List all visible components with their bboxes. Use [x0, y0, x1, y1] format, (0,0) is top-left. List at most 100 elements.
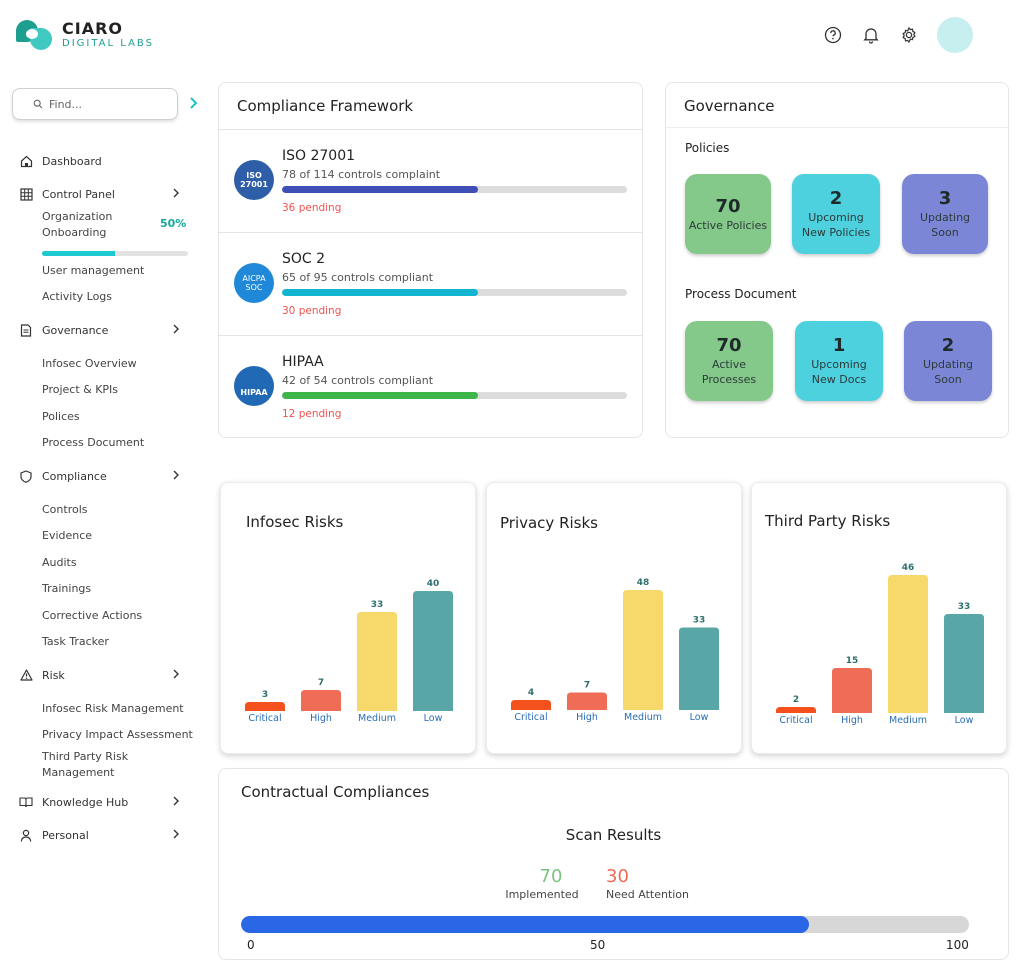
onboarding-progress[interactable]: Organization Onboarding 50%	[18, 207, 198, 257]
bar-critical[interactable]	[776, 707, 816, 713]
category-label: Medium	[889, 715, 927, 726]
search-field[interactable]: Find...	[12, 88, 178, 120]
framework-row-iso[interactable]: ISO 27001 ISO 27001 78 of 114 controls co…	[219, 129, 642, 232]
category-label: High	[576, 712, 598, 723]
implemented-stat: 70 Implemented	[501, 866, 583, 902]
avatar[interactable]	[937, 17, 973, 53]
chevron-right-icon[interactable]	[172, 667, 180, 681]
process-document-heading: Process Document	[685, 287, 797, 301]
framework-row-hipaa[interactable]: HIPAA HIPAA 42 of 54 controls compliant …	[219, 335, 642, 438]
sidebar-collapse-chevron-icon[interactable]	[188, 95, 200, 111]
sidebar-item-label: Dashboard	[42, 154, 102, 168]
chart-title: Third Party Risks	[765, 512, 891, 530]
chart-title: Privacy Risks	[500, 514, 598, 532]
tile-label: Active Processes	[701, 358, 757, 386]
tile-updating-docs[interactable]: 2 Updating Soon	[904, 321, 992, 401]
category-label: High	[841, 715, 863, 726]
bar-medium[interactable]	[357, 612, 397, 711]
bell-icon[interactable]	[862, 24, 880, 46]
chevron-right-icon[interactable]	[172, 794, 180, 808]
bar-value-label: 46	[902, 563, 915, 573]
tile-value: 2	[941, 335, 955, 356]
category-label: Critical	[248, 713, 281, 724]
implemented-value: 70	[539, 866, 563, 887]
onboarding-label: Organization Onboarding	[42, 210, 113, 239]
framework-row-soc2[interactable]: AICPA SOC SOC 2 65 of 95 controls complia…	[219, 232, 642, 335]
sidebar-sub-activity-logs[interactable]: Activity Logs	[42, 290, 113, 304]
tile-updating-policies[interactable]: 3 Updating Soon	[902, 174, 988, 254]
sidebar-item-compliance[interactable]: Compliance	[18, 463, 198, 489]
bar-value-label: 2	[793, 695, 799, 705]
scan-progress-bar	[241, 916, 969, 933]
sidebar-sub-infosec-overview[interactable]: Infosec Overview	[42, 356, 137, 370]
sidebar-sub-user-management[interactable]: User management	[42, 263, 145, 277]
sidebar-sub-third-party-risk-management[interactable]: Third Party Risk Management	[42, 750, 129, 779]
sidebar-item-dashboard[interactable]: Dashboard	[18, 148, 198, 174]
sidebar-item-governance[interactable]: Governance	[18, 317, 198, 343]
framework-pending: 36 pending	[282, 202, 342, 214]
tile-value: 1	[832, 335, 846, 356]
tile-active-processes[interactable]: 70 Active Processes	[685, 321, 773, 401]
brand-tagline: DIGITAL LABS	[62, 38, 154, 49]
category-label: High	[310, 713, 332, 724]
gear-icon[interactable]	[900, 24, 918, 46]
sidebar-sub-audits[interactable]: Audits	[42, 555, 77, 569]
sidebar-item-label: Knowledge Hub	[42, 795, 129, 809]
bar-medium[interactable]	[623, 590, 663, 710]
bar-low[interactable]	[413, 591, 453, 711]
framework-pending: 12 pending	[282, 408, 342, 420]
bar-high[interactable]	[832, 668, 872, 713]
scan-tick-0: 0	[247, 938, 255, 952]
card-title: Governance	[684, 97, 775, 115]
chart-title: Infosec Risks	[246, 513, 344, 531]
bar-value-label: 7	[584, 681, 590, 691]
tile-label: Active Policies	[688, 218, 768, 232]
bar-critical[interactable]	[245, 702, 285, 711]
help-icon[interactable]	[824, 24, 842, 46]
third-party-risks-card: Third Party Risks 2 Critical 15 High 46 Mediu…	[751, 482, 1007, 754]
sidebar-sub-process-document[interactable]: Process Document	[42, 436, 145, 450]
tile-upcoming-docs[interactable]: 1 Upcoming New Docs	[795, 321, 883, 401]
category-label: Critical	[779, 715, 812, 726]
compliance-framework-card: Compliance Framework ISO 27001 ISO 27001 …	[218, 82, 643, 438]
document-icon	[18, 322, 34, 338]
bar-high[interactable]	[301, 690, 341, 711]
sidebar-sub-project-kpis[interactable]: Project & KPIs	[42, 383, 119, 397]
need-attention-value: 30	[606, 866, 629, 887]
bar-critical[interactable]	[511, 700, 551, 710]
sidebar-sub-evidence[interactable]: Evidence	[42, 529, 93, 543]
chevron-right-icon[interactable]	[172, 468, 180, 482]
tile-label: Updating Soon	[919, 211, 971, 239]
sidebar-sub-trainings[interactable]: Trainings	[42, 582, 92, 596]
sidebar-item-personal[interactable]: Personal	[18, 822, 198, 848]
sidebar-item-risk[interactable]: Risk	[18, 662, 198, 688]
category-label: Low	[424, 713, 443, 724]
bar-value-label: 15	[846, 656, 859, 666]
card-title: Compliance Framework	[237, 97, 414, 115]
sidebar-item-control-panel[interactable]: Control Panel	[18, 181, 198, 207]
tile-upcoming-policies[interactable]: 2 Upcoming New Policies	[792, 174, 880, 254]
category-label: Medium	[624, 712, 662, 723]
chevron-right-icon[interactable]	[172, 186, 180, 200]
sidebar-sub-infosec-risk-management[interactable]: Infosec Risk Management	[42, 701, 184, 715]
category-label: Low	[955, 715, 974, 726]
sidebar-item-knowledge-hub[interactable]: Knowledge Hub	[18, 789, 198, 815]
sidebar-sub-task-tracker[interactable]: Task Tracker	[42, 635, 109, 649]
chevron-right-icon[interactable]	[172, 322, 180, 336]
sidebar-sub-polices[interactable]: Polices	[42, 409, 80, 423]
privacy-risks-chart: 4 Critical 7 High 48 Medium 33 Low	[511, 578, 719, 723]
sidebar-sub-privacy-impact-assessment[interactable]: Privacy Impact Assessment	[42, 728, 193, 742]
bar-medium[interactable]	[888, 575, 928, 713]
bar-high[interactable]	[567, 692, 607, 711]
third-party-risks-chart: 2 Critical 15 High 46 Medium 33 Low	[776, 563, 984, 726]
sidebar-sub-corrective-actions[interactable]: Corrective Actions	[42, 608, 143, 622]
tile-active-policies[interactable]: 70 Active Policies	[685, 174, 771, 254]
onboarding-progress-bar	[42, 251, 188, 256]
sidebar-sub-controls[interactable]: Controls	[42, 502, 88, 516]
chevron-right-icon[interactable]	[172, 827, 180, 841]
sidebar-item-label: Risk	[42, 668, 65, 682]
bar-low[interactable]	[679, 627, 719, 711]
bar-low[interactable]	[944, 614, 984, 713]
governance-card: Governance Policies 70 Active Policies 2…	[665, 82, 1009, 438]
brand-logo[interactable]: CIARO DIGITAL LABS	[16, 18, 154, 52]
